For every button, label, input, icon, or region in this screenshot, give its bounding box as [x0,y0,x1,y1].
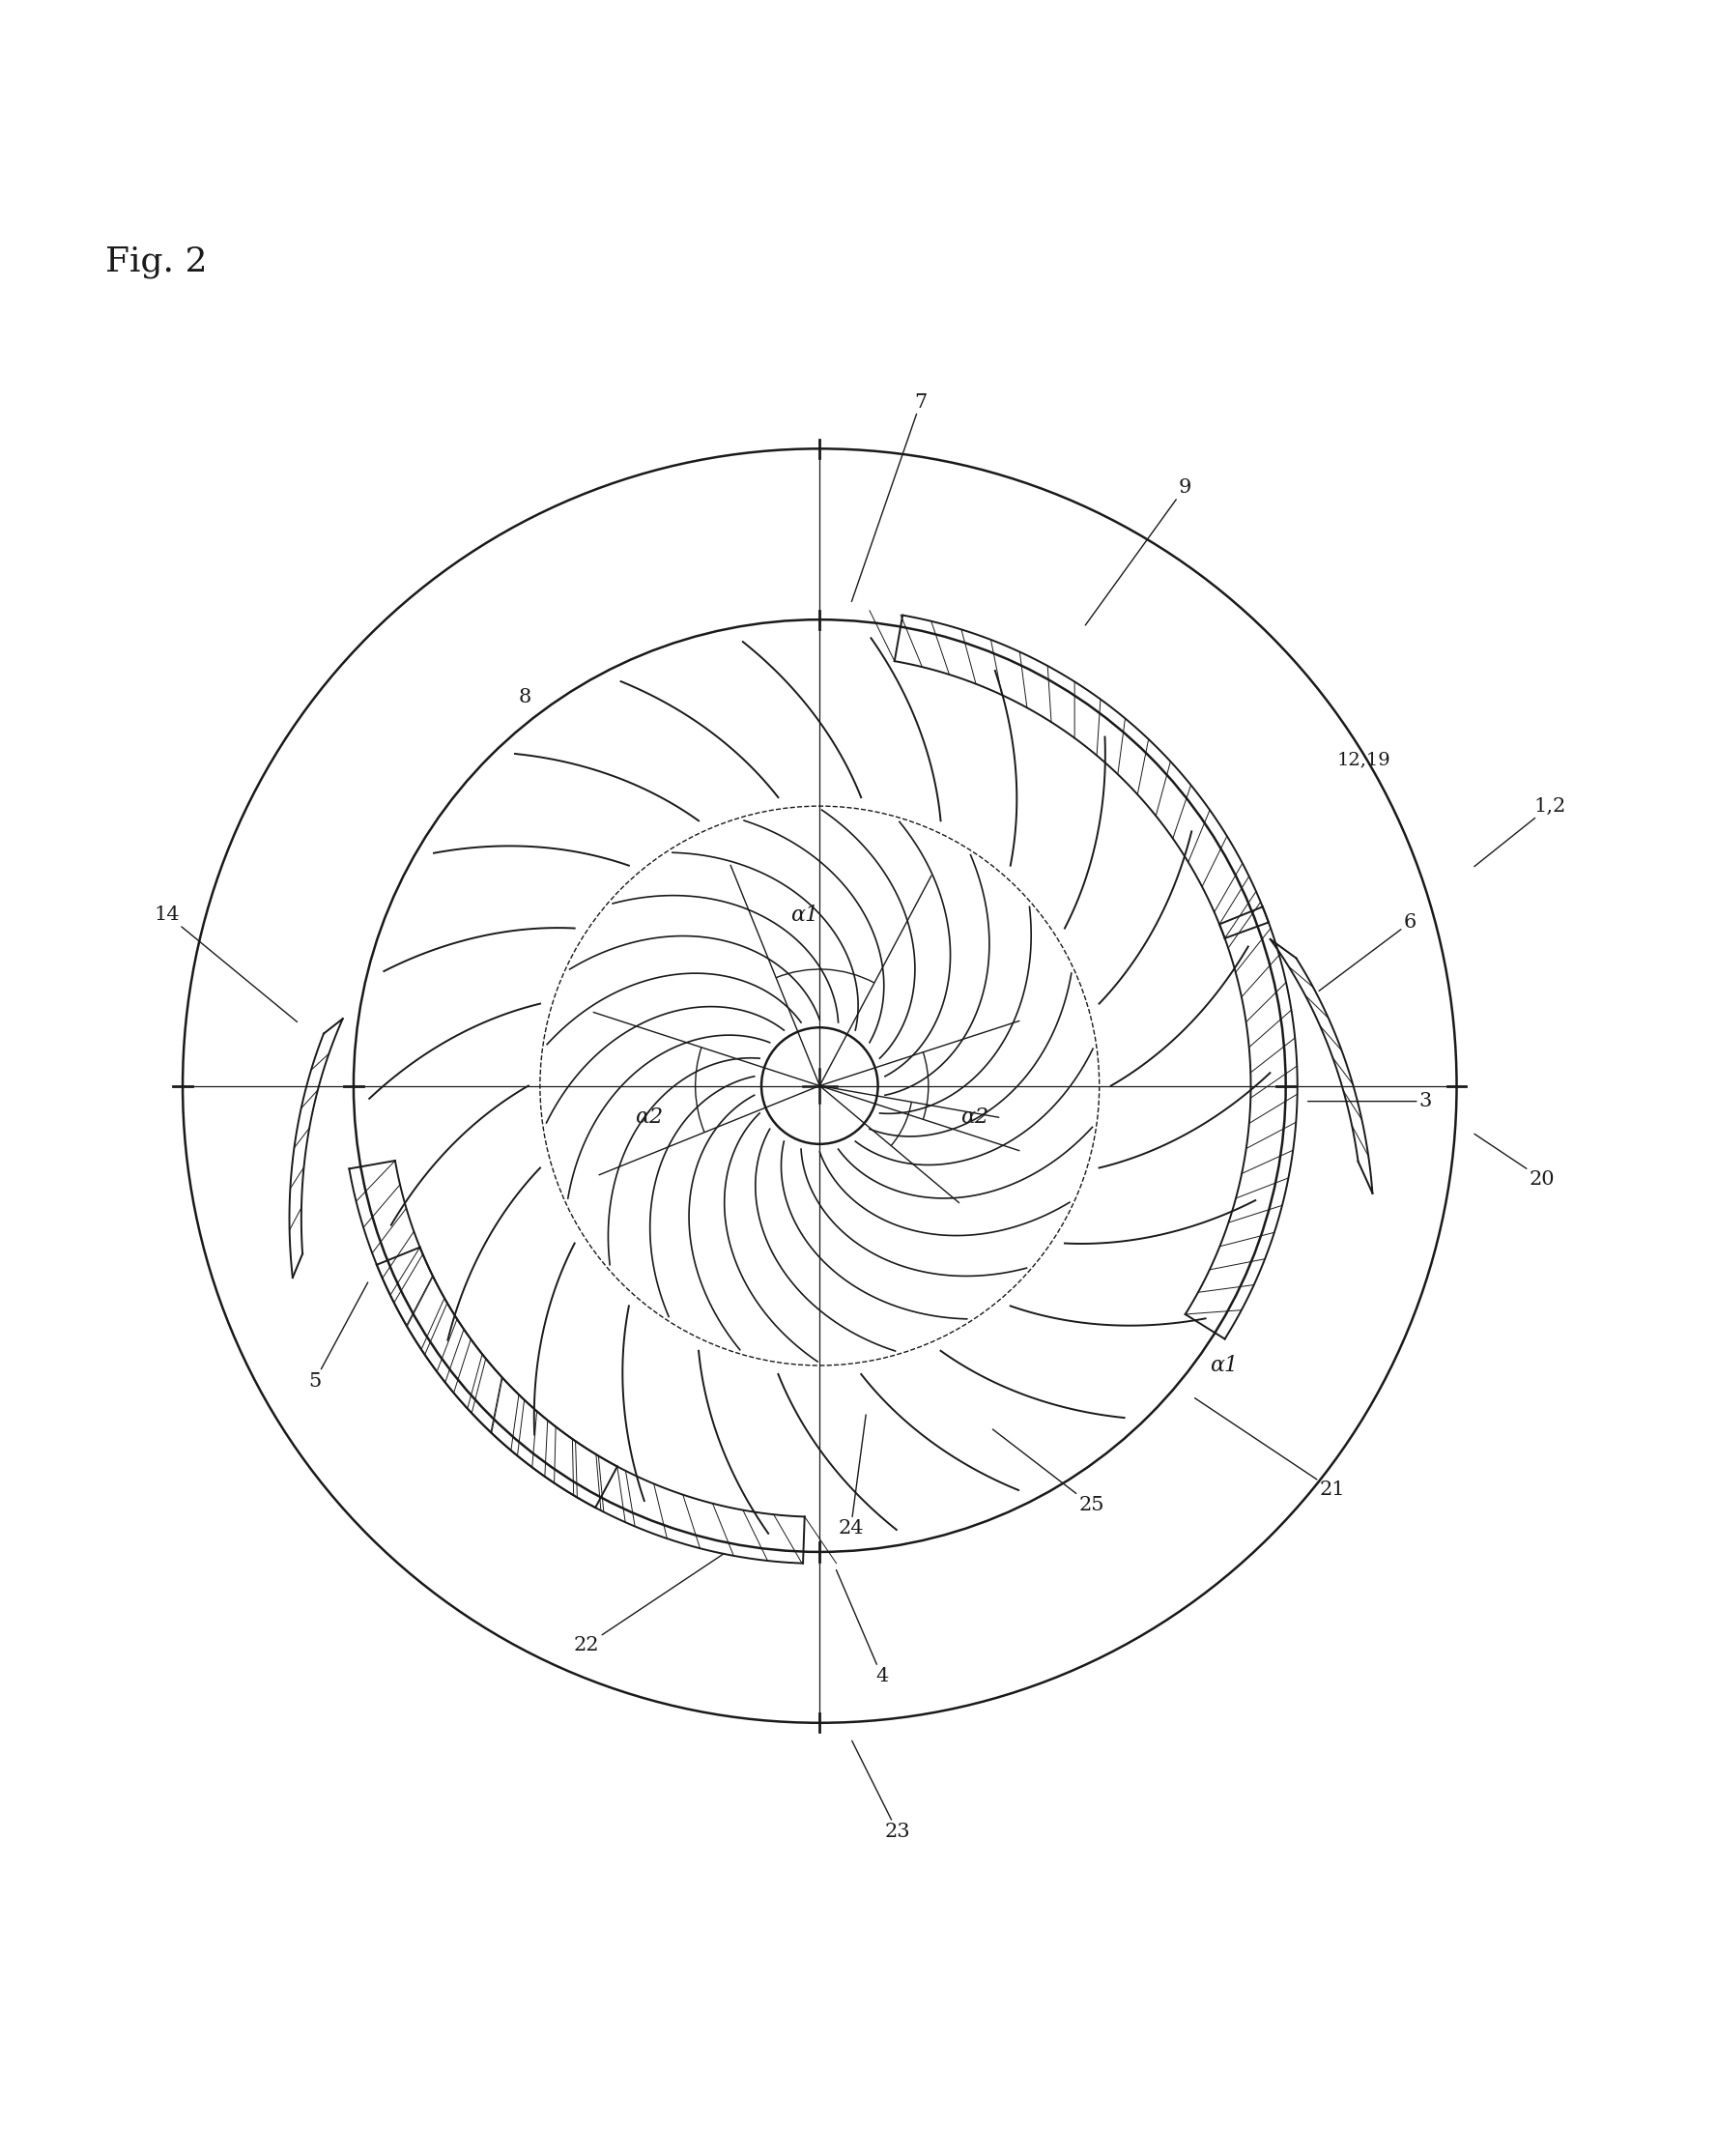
Text: 14: 14 [155,906,297,1022]
Text: α2: α2 [635,1106,663,1128]
Text: 5: 5 [309,1283,367,1391]
Text: 22: 22 [573,1554,725,1654]
Text: α2: α2 [962,1106,989,1128]
Text: 6: 6 [1319,914,1417,992]
Text: 9: 9 [1085,479,1192,625]
Text: 7: 7 [852,392,927,602]
Text: α1: α1 [790,903,819,925]
Text: 12,19: 12,19 [1336,750,1391,768]
Text: 8: 8 [519,688,531,707]
Text: Fig. 2: Fig. 2 [105,246,208,278]
Text: α1: α1 [1209,1354,1238,1376]
Text: 4: 4 [836,1570,888,1686]
Text: 23: 23 [852,1740,910,1841]
Text: 25: 25 [992,1429,1104,1514]
Text: 20: 20 [1475,1134,1556,1188]
Text: 1,2: 1,2 [1475,798,1566,867]
Text: 3: 3 [1308,1093,1432,1110]
Text: 21: 21 [1195,1397,1344,1498]
Text: 24: 24 [838,1414,865,1537]
